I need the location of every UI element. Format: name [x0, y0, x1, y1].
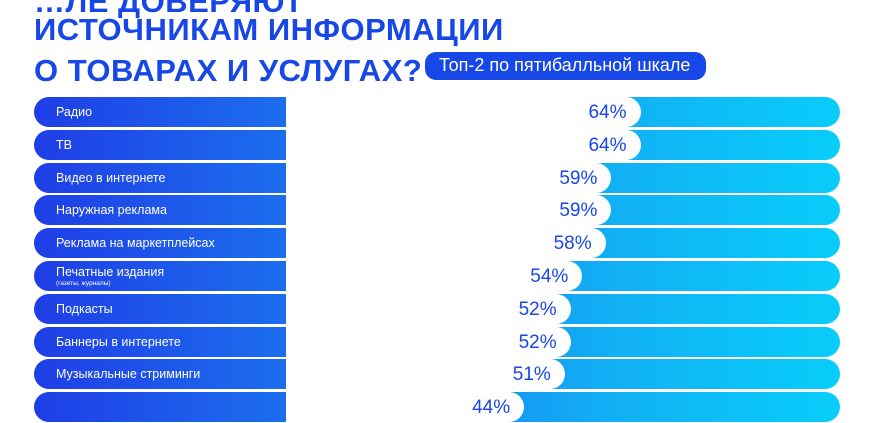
- scale-badge: Топ-2 по пятибалльной шкале: [425, 52, 707, 80]
- category-label: Баннеры в интернете: [56, 327, 181, 357]
- value-label: 64%: [588, 134, 627, 156]
- category-label: Реклама на маркетплейсах: [56, 228, 215, 258]
- title-line-1: ИСТОЧНИКАМ ИНФОРМАЦИИ: [34, 12, 504, 47]
- value-label: 52%: [518, 298, 557, 320]
- category-label-text: ТВ: [56, 137, 72, 152]
- value-label: 64%: [588, 102, 627, 123]
- bar-row: Радио 64%: [34, 97, 840, 127]
- bar-row: Наружная реклама 59%: [34, 195, 840, 226]
- bar-row: Подкасты 52%: [34, 293, 840, 324]
- category-label-text: Музыкальные стриминги: [56, 367, 201, 382]
- value-label: 52%: [518, 331, 557, 353]
- category-label-text: Радио: [56, 105, 93, 119]
- value-label: 59%: [559, 167, 598, 189]
- category-label-text: Наружная реклама: [56, 203, 167, 218]
- bar-row: Видео в интернете 59%: [34, 162, 840, 193]
- title-top-line: …ЛЕ ДОВЕРЯЮТ: [34, 0, 304, 19]
- category-label: Подкасты: [56, 294, 113, 324]
- bar-chart: Радио 64% ТВ 64% Видео в интернете 59% Наружна…: [34, 97, 840, 423]
- bar-row: 44%: [34, 392, 840, 423]
- bar-row: Реклама на маркетплейсах 58%: [34, 228, 840, 259]
- category-label-text: Видео в интернете: [56, 170, 166, 185]
- category-label-text: Реклама на маркетплейсах: [56, 236, 215, 251]
- category-label: Наружная реклама: [56, 195, 167, 225]
- value-label: 51%: [512, 364, 551, 386]
- value-label: 59%: [559, 200, 598, 222]
- value-label: 54%: [530, 266, 569, 287]
- value-bar: [286, 97, 641, 127]
- value-bar: [286, 162, 612, 193]
- bar-row: Баннеры в интернете 52%: [34, 326, 840, 357]
- category-label: Радио: [56, 97, 92, 127]
- bar-row: Печатные издания (газеты, журналы) 54%: [34, 261, 840, 291]
- category-sublabel: (газеты, журналы): [56, 280, 111, 287]
- value-label: 58%: [553, 233, 592, 255]
- value-bar: [286, 129, 641, 160]
- category-label-text: Печатные издания: [56, 265, 165, 279]
- category-label-text: Подкасты: [56, 301, 113, 316]
- bar-row: ТВ 64%: [34, 129, 840, 160]
- title-line-2: О ТОВАРАХ И УСЛУГАХ?: [34, 53, 423, 88]
- value-bar: [286, 261, 583, 291]
- category-label: Видео в интернете: [56, 163, 165, 193]
- category-label: Печатные издания (газеты, журналы): [56, 261, 164, 291]
- value-label: 44%: [472, 397, 511, 419]
- category-label: Музыкальные стриминги: [56, 359, 200, 389]
- value-bar: [286, 228, 606, 259]
- bar-row: Музыкальные стриминги 51%: [34, 359, 840, 390]
- value-bar: [286, 293, 571, 324]
- value-bar: [286, 359, 565, 390]
- category-label-text: Баннеры в интернете: [56, 334, 181, 349]
- value-bar: [286, 195, 612, 226]
- category-label: ТВ: [56, 130, 72, 160]
- value-bar: [286, 326, 571, 357]
